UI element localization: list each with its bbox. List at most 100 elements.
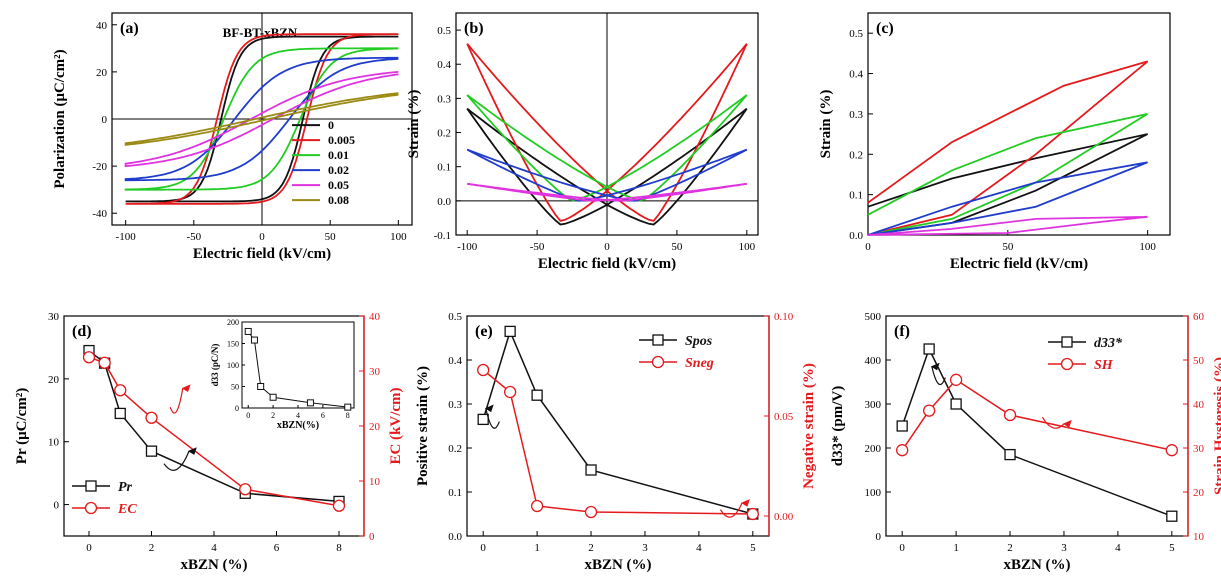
- y-tick-label: -20: [92, 161, 107, 173]
- panel-label: (c): [876, 20, 894, 37]
- x-tick-label: 1: [953, 542, 959, 554]
- y-right-tick-label: 30: [1193, 443, 1205, 455]
- legend-label-d33*: d33*: [1094, 336, 1123, 351]
- y-right-tick-label: 50: [1193, 355, 1205, 367]
- legend-label-0.01: 0.01: [328, 148, 349, 162]
- panel-label: (b): [464, 20, 484, 37]
- y-right-tick-label: 0.10: [774, 311, 794, 323]
- y-tick-label: 0.2: [437, 128, 451, 140]
- data-point-d33*: [1004, 448, 1016, 461]
- y-tick-label: 0.3: [437, 93, 451, 105]
- plot-frame-c: [867, 12, 1171, 236]
- series-line-d33*: [901, 347, 1173, 517]
- inset-data-point: [257, 383, 265, 390]
- inset-x-tick-label: 2: [271, 411, 275, 420]
- data-point-Pr: [145, 445, 158, 457]
- y-tick-label: 10: [48, 437, 60, 449]
- x-tick-label: 5: [750, 542, 756, 554]
- x-tick-label: 0: [259, 231, 265, 243]
- y-tick-label: 0: [876, 531, 882, 543]
- legend-marker-Spos: [652, 334, 664, 346]
- x-tick-label: 2: [149, 542, 155, 554]
- data-point-SH: [949, 373, 963, 386]
- legend-marker-SH: [1060, 357, 1074, 371]
- legend-label-0.05: 0.05: [328, 178, 349, 192]
- y-right-axis-label: Strain Hysteresis (%): [1212, 357, 1221, 495]
- x-tick-label: -50: [530, 241, 545, 253]
- pe-loop-series-0: [125, 35, 399, 203]
- unipolar-loop-0.02: [867, 161, 1148, 236]
- y-right-tick-label: 0: [369, 531, 375, 543]
- y-right-tick-label: 30: [369, 366, 381, 378]
- x-tick-label: 100: [739, 241, 756, 253]
- legend-marker-Sneg: [651, 355, 665, 369]
- y-tick-label: 0.5: [448, 311, 462, 323]
- y-tick-label: 0: [54, 500, 60, 512]
- y-right-tick-label: 10: [1193, 531, 1205, 543]
- x-axis-label: Electric field (kV/cm): [950, 256, 1088, 272]
- data-point-SH: [922, 404, 936, 417]
- x-tick-label: 2: [588, 542, 594, 554]
- panel-label: (d): [72, 323, 92, 340]
- trend-arrow-left-head: [930, 362, 940, 371]
- x-tick-label: 4: [696, 542, 702, 554]
- y-right-tick-label: 40: [369, 311, 381, 323]
- y-tick-label: 0.2: [849, 149, 863, 161]
- unipolar-loop-0.005: [867, 60, 1149, 236]
- y-axis-label: Positive strain (%): [415, 366, 431, 486]
- trend-arrow-right: [719, 502, 743, 518]
- y-right-tick-label: 20: [1193, 487, 1205, 499]
- data-point-Spos: [531, 389, 543, 401]
- inset-frame: [241, 321, 355, 409]
- legend-label-Pr: Pr: [118, 480, 133, 495]
- pe-loop-series-0.005: [125, 33, 399, 205]
- y-tick-label: 0.2: [448, 443, 462, 455]
- y-tick-label: 300: [865, 399, 882, 411]
- series-line-SH: [901, 378, 1172, 451]
- x-tick-label: 8: [336, 542, 342, 554]
- legend-marker-EC: [84, 501, 98, 515]
- trend-arrow-right: [169, 388, 184, 414]
- inset-y-tick-label: 50: [231, 383, 239, 392]
- pe-loop-series-0.02: [124, 56, 399, 182]
- x-tick-label: 100: [1139, 241, 1156, 253]
- inset-y-tick-label: 200: [227, 318, 239, 327]
- pe-loop-series-0.08: [124, 92, 399, 146]
- panel-label: (a): [120, 20, 139, 37]
- legend-label-Spos: Spos: [685, 334, 713, 349]
- data-point-Sneg: [477, 363, 490, 377]
- y-tick-label: 0.1: [448, 487, 462, 499]
- y-axis-label: Strain (%): [818, 90, 834, 159]
- data-point-EC: [114, 384, 127, 397]
- x-axis-label: xBZN (%): [1003, 557, 1070, 573]
- data-point-Sneg: [746, 507, 759, 521]
- inset-d33: 0 2 4 6 8 0 50 100 150 200 xBZN(%) d33 (pC/N): [210, 318, 355, 431]
- x-tick-label: 6: [274, 542, 280, 554]
- trend-arrow-left: [931, 366, 946, 386]
- y-tick-label: 0.4: [437, 59, 451, 71]
- x-tick-label: 0: [480, 542, 486, 554]
- trend-arrow-right: [1041, 416, 1065, 429]
- data-point-SH: [896, 444, 909, 457]
- y-right-tick-label: 20: [369, 421, 381, 433]
- legend-label-EC: EC: [117, 502, 137, 517]
- inset-x-label: xBZN(%): [277, 420, 319, 431]
- legend-label-Sneg: Sneg: [685, 356, 714, 371]
- y-right-axis-label: Negative strain (%): [801, 363, 817, 489]
- y-axis-label: Strain (%): [406, 90, 422, 159]
- y-right-tick-label: 10: [369, 476, 381, 488]
- trend-arrow-left: [485, 408, 500, 429]
- trend-arrow-right-head: [740, 499, 750, 507]
- x-tick-label: -100: [457, 241, 478, 253]
- data-point-Pr: [114, 407, 126, 420]
- x-tick-label: 0: [604, 241, 610, 253]
- x-tick-label: 4: [211, 542, 217, 554]
- y-axis-label: Polarization (μC/cm²): [52, 49, 68, 188]
- data-point-SH: [1165, 444, 1178, 457]
- data-point-Sneg: [530, 499, 544, 513]
- panel-b: -100 -50 0 50 100 -0.1 0.0 0.1 0.2 0.3 0.4 0.5 Elect…: [406, 12, 759, 272]
- y-tick-label: 0.3: [849, 109, 863, 121]
